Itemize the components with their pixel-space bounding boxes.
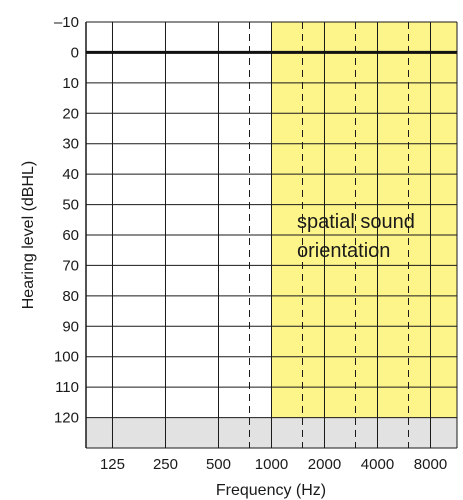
annotation-line-2: orientation: [297, 240, 390, 262]
x-tick-label: 2000: [308, 456, 341, 473]
x-tick-label: 1000: [255, 456, 288, 473]
x-tick-label: 250: [153, 456, 178, 473]
tick-label-layer: –10 0 10 20 30 40 50 60 70 80 90 100 110 120 125 250 500…: [54, 14, 447, 473]
y-tick-label: 100: [54, 349, 79, 366]
y-tick-label: 30: [62, 136, 79, 153]
y-tick-label: 110: [55, 379, 79, 396]
y-tick-label: 40: [62, 166, 79, 183]
x-tick-label: 500: [206, 456, 231, 473]
y-tick-label: 120: [54, 410, 79, 427]
y-tick-label: 60: [62, 227, 79, 244]
x-tick-label: 4000: [361, 456, 394, 473]
y-tick-label: 90: [62, 318, 79, 335]
y-tick-label: 0: [71, 44, 79, 61]
y-tick-label: 10: [62, 75, 79, 92]
y-axis-title: Hearing level (dBHL): [20, 161, 37, 310]
y-tick-label: 20: [62, 105, 79, 122]
y-tick-label: 70: [62, 257, 79, 274]
grid-layer: [85, 21, 458, 449]
y-tick-label: 50: [62, 197, 79, 214]
x-axis-title: Frequency (Hz): [216, 482, 326, 499]
y-tick-label: –10: [54, 14, 79, 31]
x-tick-label: 125: [100, 456, 125, 473]
x-tick-label: 8000: [414, 456, 447, 473]
annotation-line-1: spatial sound: [297, 211, 415, 233]
y-tick-label: 80: [62, 288, 79, 305]
